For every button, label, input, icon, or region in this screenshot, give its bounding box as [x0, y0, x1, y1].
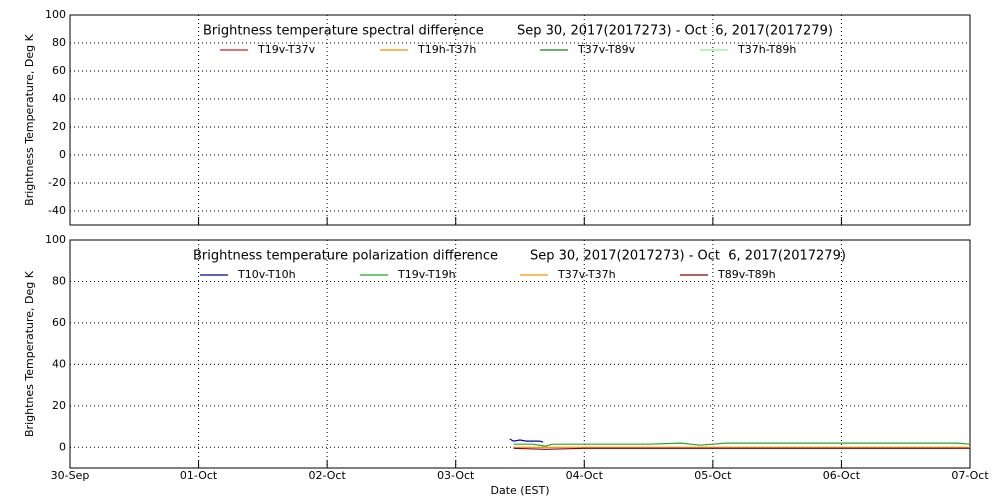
- legend-label: T19v-T37v: [257, 43, 316, 56]
- chart-title: Brightness temperature polarization diff…: [193, 249, 498, 264]
- x-tick-label: 02-Oct: [308, 469, 346, 482]
- chart-subtitle: Sep 30, 2017(2017273) - Oct 6, 2017(2017…: [517, 24, 833, 39]
- legend-label: T89v-T89h: [717, 268, 776, 281]
- chart-subtitle: Sep 30, 2017(2017273) - Oct 6, 2017(2017…: [530, 249, 846, 264]
- y-tick-label: 60: [52, 64, 66, 77]
- legend-label: T19v-T19h: [397, 268, 456, 281]
- x-tick-label: 01-Oct: [180, 469, 218, 482]
- y-axis-label: Brightness Temperature, Deg K: [23, 33, 36, 205]
- series-line: [513, 442, 971, 447]
- x-tick-label: 30-Sep: [51, 469, 90, 482]
- series-line: [509, 438, 544, 443]
- y-tick-label: -20: [48, 176, 66, 189]
- x-tick-label: 07-Oct: [951, 469, 989, 482]
- y-tick-label: 40: [52, 92, 66, 105]
- y-tick-label: 100: [45, 8, 66, 21]
- y-axis-label: Brightnes Temperature, Deg K: [23, 270, 36, 437]
- plot-frame: [69, 239, 971, 469]
- y-tick-label: 40: [52, 357, 66, 370]
- legend-label: T37v-T89v: [577, 43, 636, 56]
- y-tick-label: 0: [59, 148, 66, 161]
- y-tick-label: 20: [52, 399, 66, 412]
- y-tick-label: 80: [52, 274, 66, 287]
- y-tick-label: 60: [52, 316, 66, 329]
- legend-label: T19h-T37h: [417, 43, 476, 56]
- legend-label: T37h-T89h: [737, 43, 796, 56]
- x-tick-label: 05-Oct: [694, 469, 732, 482]
- legend-label: T37v-T37h: [557, 268, 616, 281]
- series-line: [513, 447, 970, 450]
- y-tick-label: 80: [52, 36, 66, 49]
- plot-frame: [69, 14, 971, 226]
- legend-label: T10v-T10h: [237, 268, 296, 281]
- x-tick-label: 06-Oct: [823, 469, 861, 482]
- x-tick-label: 04-Oct: [566, 469, 604, 482]
- y-tick-label: 0: [59, 440, 66, 453]
- x-axis-label: Date (EST): [490, 484, 549, 497]
- chart-title: Brightness temperature spectral differen…: [203, 24, 484, 39]
- y-tick-label: 20: [52, 120, 66, 133]
- y-tick-label: 100: [45, 233, 66, 246]
- x-tick-label: 03-Oct: [437, 469, 475, 482]
- y-tick-label: -40: [48, 204, 66, 217]
